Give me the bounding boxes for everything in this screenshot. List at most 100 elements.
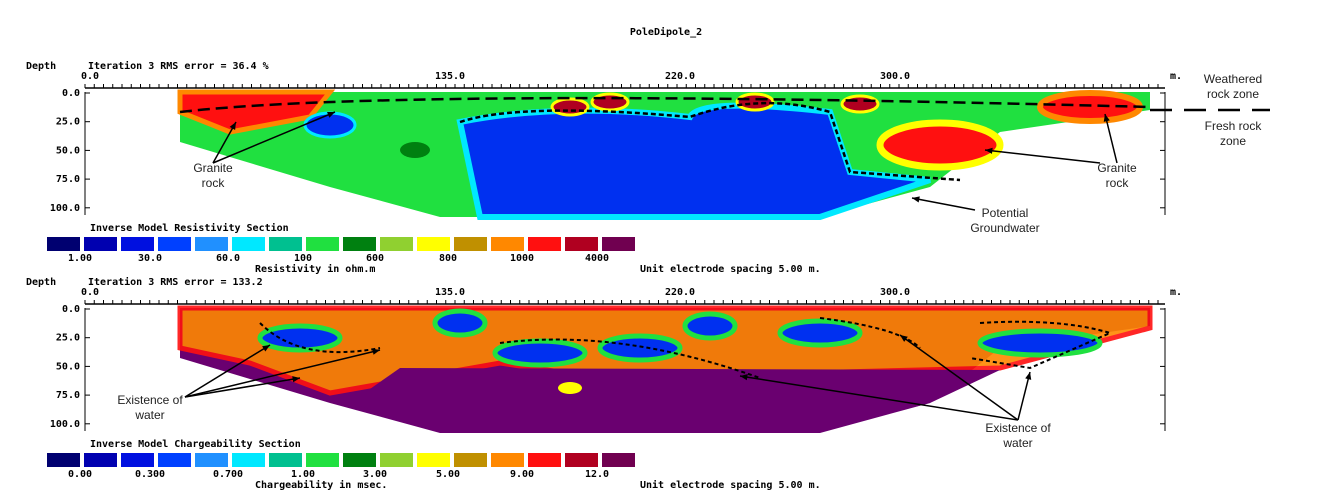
rms-label: Iteration 3 RMS error = 133.2	[88, 276, 263, 288]
arrow	[184, 344, 271, 398]
section-panel: Depth Iteration 3 RMS error = 36.4 %0.0 13…	[26, 60, 1270, 275]
blob	[682, 311, 738, 341]
x-label: 220.0	[665, 287, 695, 298]
blob	[558, 382, 582, 394]
arrow	[184, 349, 381, 398]
depth-tick: 75.0	[56, 390, 80, 401]
arrow	[984, 149, 1101, 164]
boundary	[259, 317, 1113, 379]
arrow-head	[985, 147, 993, 154]
annotation-line: Existence of	[117, 393, 183, 407]
blob	[590, 92, 630, 112]
scale-label: 4000	[585, 253, 609, 264]
section-panel: Depth Iteration 3 RMS error = 133.20.0 135…	[26, 276, 1182, 491]
color-swatch	[269, 453, 302, 467]
color-swatch	[232, 237, 265, 251]
scale-label: 9.00	[510, 469, 534, 480]
color-swatch	[491, 453, 524, 467]
annotation: Existence of water	[117, 393, 183, 422]
blob	[550, 97, 590, 117]
scale-unit: Chargeability in msec.	[255, 479, 387, 491]
color-swatch	[158, 453, 191, 467]
color-swatch	[380, 453, 413, 467]
color-swatch	[602, 237, 635, 251]
x-label: 0.0	[81, 71, 99, 82]
annotation: Granite rock	[193, 161, 233, 190]
arrow	[899, 334, 1019, 421]
blob	[257, 323, 343, 353]
annotation-line: rock	[1106, 176, 1130, 190]
scale-label: 1.00	[291, 469, 315, 480]
scale-label: 0.700	[213, 469, 243, 480]
annotation: Weathered rock zone	[1204, 72, 1262, 101]
annotation-line: Existence of	[985, 421, 1051, 435]
arrow-head	[1025, 372, 1032, 380]
arrow-head	[327, 111, 335, 118]
arrow	[184, 377, 301, 398]
color-swatch	[491, 237, 524, 251]
scale-label: 1.00	[68, 253, 92, 264]
color-swatch	[380, 237, 413, 251]
arrow	[1017, 371, 1031, 421]
scale-label: 60.0	[216, 253, 240, 264]
x-label: 300.0	[880, 287, 910, 298]
color-swatch	[47, 237, 80, 251]
annotation: Fresh rock zone	[1205, 119, 1263, 148]
arrow	[1104, 113, 1118, 164]
arrow-head	[912, 196, 920, 203]
blob	[597, 333, 683, 363]
blob	[876, 119, 1004, 171]
color-swatch	[602, 453, 635, 467]
arrow-head	[262, 345, 270, 352]
spacing-label: Unit electrode spacing 5.00 m.	[640, 263, 821, 275]
color-swatch	[121, 237, 154, 251]
color-swatch	[84, 237, 117, 251]
depth-label: Depth	[26, 277, 56, 288]
depth-label: Depth	[26, 61, 56, 72]
color-swatch	[565, 453, 598, 467]
color-swatch	[454, 237, 487, 251]
x-label: 300.0	[880, 71, 910, 82]
color-swatch	[269, 237, 302, 251]
x-label: 135.0	[435, 287, 465, 298]
color-swatch	[343, 237, 376, 251]
arrow-head	[229, 122, 236, 130]
scale-label: 600	[366, 253, 384, 264]
color-swatch	[528, 453, 561, 467]
annotation-line: water	[1002, 436, 1032, 450]
annotation-line: Weathered	[1204, 72, 1262, 86]
x-label: 135.0	[435, 71, 465, 82]
color-swatch	[121, 453, 154, 467]
arrow	[212, 121, 237, 164]
color-swatch	[528, 237, 561, 251]
annotation-line: Granite	[1097, 161, 1137, 175]
color-swatch	[195, 453, 228, 467]
scale-label: 0.00	[68, 469, 92, 480]
blob	[492, 338, 588, 368]
annotation: Granite rock	[1097, 161, 1137, 190]
depth-tick: 25.0	[56, 333, 80, 344]
annotation-line: Groundwater	[970, 221, 1039, 235]
color-swatch	[84, 453, 117, 467]
blob	[350, 368, 1000, 431]
color-swatch	[454, 453, 487, 467]
scale-unit: Resistivity in ohm.m	[255, 263, 375, 275]
scale-label: 100	[294, 253, 312, 264]
annotation: Existence of water	[985, 421, 1051, 450]
depth-tick: 50.0	[56, 361, 80, 372]
x-label: 220.0	[665, 71, 695, 82]
color-swatch	[565, 237, 598, 251]
blob	[735, 92, 775, 112]
blob	[400, 142, 430, 158]
blob	[177, 89, 336, 135]
depth-tick: 0.0	[62, 88, 80, 99]
scale-label: 1000	[510, 253, 534, 264]
color-swatch	[343, 453, 376, 467]
spacing-label: Unit electrode spacing 5.00 m.	[640, 479, 821, 491]
annotation-line: Granite	[193, 161, 233, 175]
annotation-line: rock zone	[1207, 87, 1259, 101]
annotation-line: Potential	[982, 206, 1029, 220]
arrow-head	[1103, 114, 1110, 122]
color-swatch	[306, 237, 339, 251]
